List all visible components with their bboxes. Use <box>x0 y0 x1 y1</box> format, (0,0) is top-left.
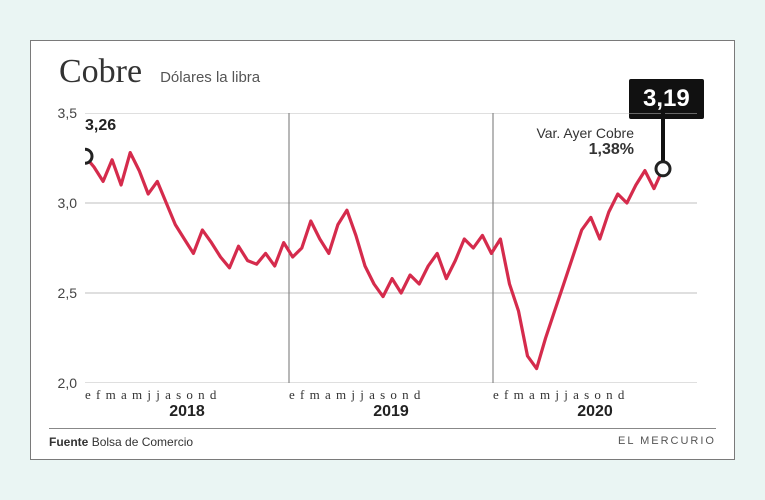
chart-title: Cobre <box>59 53 142 91</box>
y-tick-label: 3,5 <box>58 105 77 121</box>
chart-subtitle: Dólares la libra <box>160 69 260 86</box>
month-letters: e f m a m j j a s o n d <box>85 387 289 403</box>
price-line-chart <box>85 113 697 383</box>
month-letters: e f m a m j j a s o n d <box>289 387 493 403</box>
y-tick-label: 2,5 <box>58 285 77 301</box>
x-axis-years: 201820192020 <box>85 403 697 421</box>
source: Fuente Bolsa de Comercio <box>49 435 193 449</box>
chart-footer: Fuente Bolsa de Comercio EL MERCURIO <box>49 428 716 449</box>
chart-area: 2,02,53,03,5 <box>85 113 697 383</box>
title-block: Cobre Dólares la libra <box>59 53 260 91</box>
y-tick-label: 2,0 <box>58 375 77 391</box>
publisher: EL MERCURIO <box>618 435 716 449</box>
year-label: 2018 <box>85 403 289 421</box>
source-name: Bolsa de Comercio <box>92 435 193 449</box>
chart-card: Cobre Dólares la libra 3,26 Var. Ayer Co… <box>30 40 735 460</box>
year-label: 2019 <box>289 403 493 421</box>
x-axis-months: e f m a m j j a s o n de f m a m j j a s… <box>85 387 697 403</box>
source-label: Fuente <box>49 435 88 449</box>
month-letters: e f m a m j j a s o n d <box>493 387 697 403</box>
year-label: 2020 <box>493 403 697 421</box>
y-tick-label: 3,0 <box>58 195 77 211</box>
